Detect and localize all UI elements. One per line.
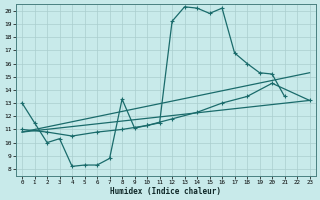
X-axis label: Humidex (Indice chaleur): Humidex (Indice chaleur) (110, 187, 221, 196)
